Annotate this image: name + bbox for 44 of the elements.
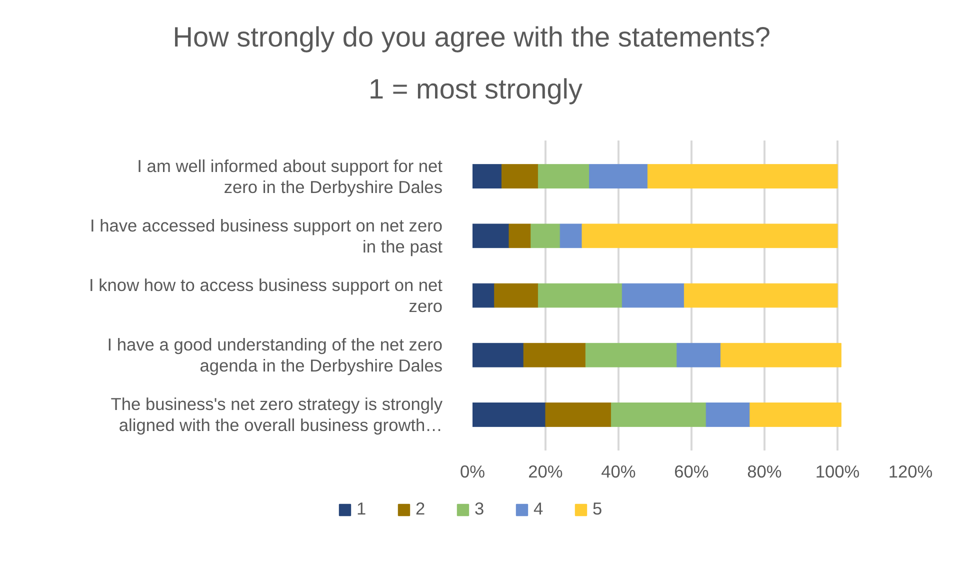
- chart-subtitle: 1 = most strongly: [368, 73, 582, 104]
- x-tick-label: 100%: [815, 462, 860, 482]
- bar: [472, 224, 510, 248]
- legend-label: 4: [534, 498, 544, 520]
- x-tick-label: 80%: [747, 462, 782, 482]
- bar: [610, 402, 706, 427]
- bar: [582, 224, 838, 248]
- legend-label: 1: [356, 498, 368, 520]
- x-tick-label: 60%: [674, 462, 709, 482]
- bar: [472, 342, 524, 368]
- bar: [472, 283, 495, 308]
- x-tick-label: 120%: [888, 462, 933, 482]
- bar: [508, 224, 532, 248]
- bar: [750, 402, 842, 427]
- legend-label: 5: [592, 498, 604, 520]
- chart-title: How strongly do you agree with the statements?: [172, 21, 770, 52]
- bar: [494, 283, 538, 308]
- bar: [589, 164, 648, 188]
- bar: [684, 283, 838, 308]
- bar: [706, 402, 750, 427]
- bar: [622, 283, 684, 308]
- x-tick-label: 0%: [460, 462, 486, 482]
- bar: [676, 342, 721, 368]
- bar: [530, 224, 560, 248]
- bar: [523, 342, 586, 368]
- legend-label: 2: [416, 498, 426, 520]
- bar: [538, 164, 590, 188]
- bar: [647, 164, 838, 188]
- bar: [472, 164, 502, 188]
- x-tick-label: 40%: [601, 462, 636, 482]
- y-tick-label: I know how to access business support on net zero: [89, 275, 443, 316]
- bar: [560, 224, 582, 248]
- y-tick-label: I have accessed business support on net zero in the past: [90, 215, 443, 256]
- bar: [501, 164, 538, 188]
- y-tick-label: I have a good understanding of the net zero agenda in the Derbyshire Dales: [107, 334, 443, 376]
- bar: [545, 402, 612, 427]
- y-tick-label: I am well informed about support for net zero in the Derbyshire Dales: [137, 156, 443, 197]
- bar: [538, 283, 622, 308]
- bar: [472, 402, 546, 427]
- x-tick-label: 20%: [528, 462, 563, 482]
- y-tick-label: The business's net zero strategy is strongly aligned with the overall business growth…: [110, 394, 443, 436]
- bar: [585, 342, 678, 368]
- legend-label: 3: [474, 498, 486, 520]
- bar: [720, 342, 842, 368]
